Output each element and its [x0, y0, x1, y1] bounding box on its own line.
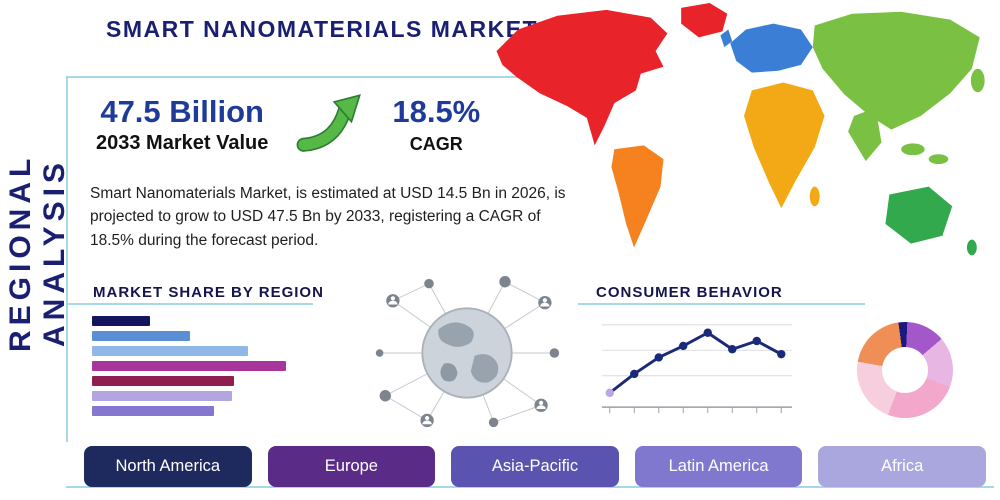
content-frame-border: [66, 76, 578, 442]
map-asia: [812, 11, 980, 130]
cagr-stat: 18.5% CAGR: [392, 95, 480, 154]
market-share-underline: [68, 303, 313, 305]
headline-stats: 47.5 Billion 2033 Market Value 18.5% CAG…: [96, 92, 480, 158]
page-title: SMART NANOMATERIALS MARKET: [106, 16, 539, 42]
map-new-zealand: [966, 239, 977, 256]
consumer-behavior-line-chart: [601, 324, 793, 414]
cagr-number: 18.5%: [392, 94, 481, 130]
bottom-divider-line: [66, 486, 994, 488]
market-value-label: 2033 Market Value: [96, 131, 269, 154]
region-button-europe[interactable]: Europe: [267, 446, 436, 487]
market-value-stat: 47.5 Billion 2033 Market Value: [96, 95, 268, 154]
map-south-america: [611, 145, 664, 248]
region-buttons: North America Europe Asia-Pacific Latin …: [84, 446, 986, 487]
region-button-africa[interactable]: Africa: [818, 446, 986, 487]
growth-arrow-icon: [296, 94, 362, 152]
map-madagascar: [809, 186, 820, 207]
region-button-north-america[interactable]: North America: [84, 446, 252, 487]
world-map: [496, 2, 985, 256]
map-africa: [744, 82, 825, 209]
map-se-asia-2: [928, 154, 949, 165]
map-japan: [970, 68, 985, 93]
map-australia: [885, 186, 953, 244]
region-button-latin-america[interactable]: Latin America: [634, 446, 803, 487]
cagr-label: CAGR: [409, 133, 463, 154]
globe-network-graphic: [375, 276, 560, 428]
region-button-asia-pacific[interactable]: Asia-Pacific: [451, 446, 619, 487]
market-value-number: 47.5 Billion: [100, 94, 264, 130]
map-se-asia: [901, 143, 925, 156]
bar-region-2: [92, 331, 190, 341]
consumer-behavior-underline: [578, 303, 865, 305]
regional-share-donut-chart: [857, 322, 953, 418]
map-uk: [720, 29, 733, 48]
map-greenland: [681, 2, 728, 38]
bar-region-7: [92, 406, 214, 416]
market-share-section-title: MARKET SHARE BY REGION: [93, 284, 324, 301]
bar-region-6: [92, 391, 232, 401]
market-share-bar-chart: [92, 316, 292, 416]
market-description: Smart Nanomaterials Market, is estimated…: [90, 185, 566, 249]
map-north-america: [496, 9, 668, 146]
map-europe: [730, 23, 813, 73]
map-india: [848, 108, 882, 162]
bar-region-1: [92, 316, 150, 326]
bar-region-3: [92, 346, 248, 356]
bar-region-4: [92, 361, 286, 371]
consumer-behavior-section-title: CONSUMER BEHAVIOR: [596, 284, 783, 301]
bar-region-5: [92, 376, 234, 386]
side-label-regional-analysis: REGIONAL ANALYSIS: [4, 153, 71, 352]
